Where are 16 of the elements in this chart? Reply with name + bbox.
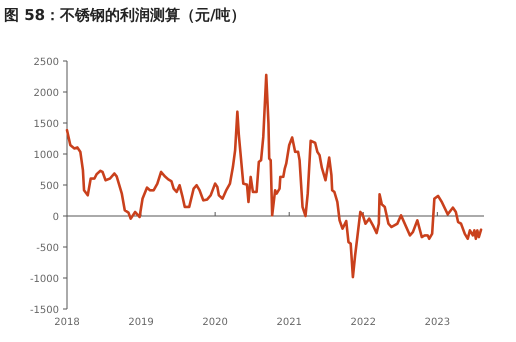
x-tick-label: 2018 [54,317,80,328]
x-tick-label: 2019 [128,317,154,328]
x-tick-label: 2023 [424,317,450,328]
y-tick-label: 0 [52,212,59,223]
x-tick-label: 2020 [202,317,228,328]
y-tick-label: -1500 [30,305,59,316]
y-tick-label: -1000 [30,274,59,285]
y-tick-label: 1500 [34,119,59,130]
y-tick-label: -500 [36,243,59,254]
y-tick-label: 2500 [34,57,59,68]
y-tick-label: 1000 [34,150,59,161]
x-tick-label: 2022 [350,317,376,328]
chart-title: 图 58：不锈钢的利润测算（元/吨） [4,6,246,24]
y-tick-label: 500 [40,181,59,192]
y-tick-label: 2000 [34,88,59,99]
x-tick-label: 2021 [276,317,302,328]
